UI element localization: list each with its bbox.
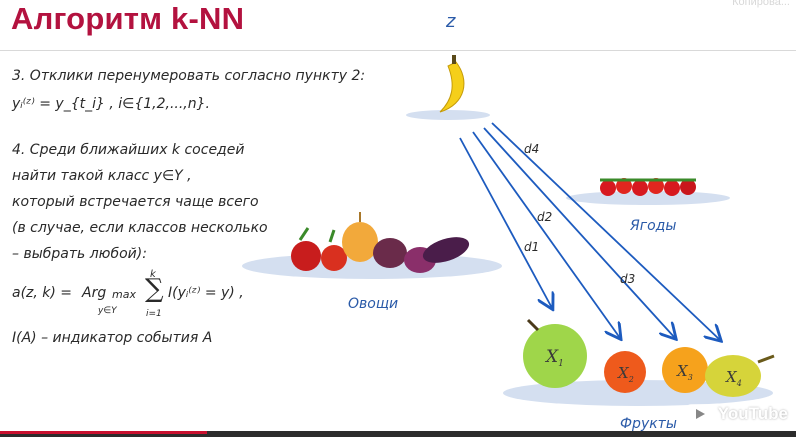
watermark: Копирова...	[732, 0, 790, 8]
orange-x2-icon: X2	[604, 351, 646, 393]
video-progress-fill	[0, 431, 207, 434]
arrow-d3	[483, 127, 675, 338]
formula-a-prefix: a(z, k) =	[12, 285, 73, 301]
arrow-d4	[491, 122, 720, 340]
step-4-line-5: – выбрать любой):	[12, 246, 147, 262]
pear-x4-icon: X4	[705, 354, 775, 397]
formula-body: I(yᵢ⁽ᶻ⁾ = y) ,	[168, 285, 244, 301]
formula-max: max	[112, 288, 136, 301]
query-label: z	[446, 11, 456, 32]
distance-label-d1: d1	[524, 240, 540, 254]
step-4-line-2: найти такой класс y∈Y ,	[12, 168, 192, 184]
formula-sum-bottom: i=1	[146, 309, 162, 319]
distance-label-d2: d2	[537, 210, 553, 224]
arrow-d1	[459, 137, 552, 308]
fruits-plate	[503, 380, 773, 406]
step-4-line-3: который встречается чаще всего	[12, 194, 259, 210]
group-label-vegetables: Овощи	[348, 296, 399, 312]
play-logo-icon	[685, 404, 714, 424]
step-3-text: 3. Отклики перенумеровать согласно пункт…	[12, 68, 366, 84]
formula-arg: Arg	[82, 285, 107, 301]
strawberries-icon	[600, 178, 696, 196]
arrow-d2	[472, 131, 620, 338]
step-4-line-4: (в случае, если классов несколько	[12, 220, 268, 236]
vegetables-icon	[291, 212, 470, 273]
apple-x1-icon: X1	[523, 318, 587, 388]
formula-under: y∈Y	[98, 306, 117, 316]
title-divider	[0, 50, 796, 51]
distance-label-d3: d3	[620, 272, 636, 286]
step-4-line-1: 4. Среди ближайших k соседей	[12, 142, 245, 158]
sum-symbol: ∑	[145, 274, 164, 304]
berries-plate	[566, 191, 730, 205]
slide-title: Алгоритм k-NN	[11, 1, 245, 36]
youtube-logo-text: YouTube	[717, 404, 788, 423]
group-label-fruits: Фрукты	[620, 416, 677, 432]
banana-icon	[439, 55, 465, 113]
distance-label-d4: d4	[524, 142, 540, 156]
distance-arrows	[459, 122, 720, 340]
youtube-logo[interactable]: YouTube	[685, 404, 788, 424]
response-formula: yᵢ⁽ᶻ⁾ = y_{t_i} , i∈{1,2,...,n}.	[12, 96, 210, 112]
banana-plate	[406, 110, 490, 120]
formula-sum-top: k	[150, 269, 156, 280]
video-progress-track[interactable]	[0, 431, 796, 437]
indicator-text: I(A) – индикатор события A	[12, 330, 213, 346]
group-label-berries: Ягоды	[630, 218, 677, 234]
orange-x3-icon: X3	[662, 347, 708, 393]
